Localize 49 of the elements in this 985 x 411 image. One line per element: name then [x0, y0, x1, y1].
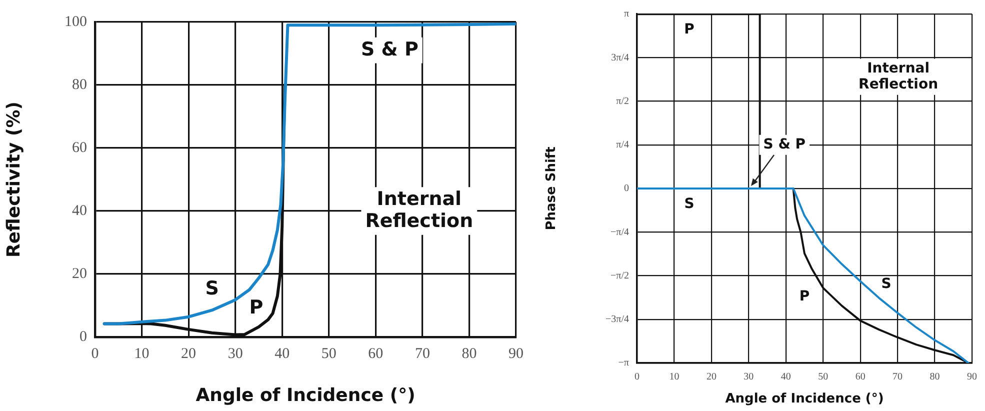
x-tick-label: 30 — [228, 346, 243, 362]
annotation: S & P — [763, 136, 806, 153]
y-tick-label: 100 — [64, 14, 87, 30]
x-axis-title: Angle of Incidence (°) — [725, 392, 884, 407]
annotation: Internal Reflection — [858, 60, 938, 93]
y-axis-title: Reflectivity (%) — [3, 101, 24, 258]
annotation: S & P — [360, 38, 418, 60]
y-tick-label: π — [624, 8, 629, 20]
x-tick-label: 0 — [91, 346, 99, 362]
series-label: P — [684, 22, 694, 38]
x-tick-label: 20 — [706, 372, 716, 383]
text: P — [799, 288, 810, 304]
x-tick-label: 80 — [462, 346, 477, 362]
text: S — [684, 196, 694, 212]
series-label: P — [249, 296, 264, 319]
y-tick-label: 80 — [72, 76, 87, 93]
x-axis-title: Angle of Incidence (°) — [196, 384, 416, 406]
x-tick-label: 0 — [634, 372, 640, 383]
x-tick-label: 30 — [744, 372, 754, 383]
y-tick-label: 60 — [72, 140, 87, 156]
x-tick-label: 90 — [967, 372, 977, 383]
x-tick-label: 70 — [892, 372, 903, 383]
x-tick-label: 10 — [669, 372, 680, 383]
y-tick-label: −π/2 — [610, 270, 629, 282]
series-label: S — [881, 276, 892, 292]
y-tick-label: −π — [618, 358, 629, 369]
annotation: Internal Reflection — [365, 188, 474, 232]
x-tick-label: 80 — [930, 372, 940, 383]
x-tick-label: 60 — [855, 372, 866, 383]
y-tick-label: 20 — [72, 266, 87, 282]
y-axis-title: Phase Shift — [544, 146, 560, 230]
x-tick-label: 10 — [134, 346, 150, 362]
series-label: S — [205, 278, 219, 300]
y-tick-label: 0 — [624, 183, 629, 194]
y-tick-label: 40 — [72, 202, 87, 219]
y-tick-label: π/2 — [616, 96, 629, 107]
y-tick-label: 0 — [80, 328, 87, 345]
x-tick-label: 40 — [274, 346, 290, 362]
y-tick-label: 3π/4 — [611, 52, 629, 64]
y-tick-label: π/4 — [616, 140, 629, 150]
x-tick-label: 50 — [321, 346, 336, 362]
x-tick-label: 20 — [181, 346, 196, 362]
x-tick-label: 40 — [780, 372, 791, 383]
x-tick-label: 70 — [414, 346, 430, 362]
y-tick-label: −π/4 — [610, 226, 629, 238]
x-tick-label: 60 — [368, 346, 384, 362]
x-tick-label: 90 — [508, 346, 524, 362]
x-tick-label: 50 — [818, 372, 828, 383]
y-tick-label: −3π/4 — [606, 314, 629, 325]
